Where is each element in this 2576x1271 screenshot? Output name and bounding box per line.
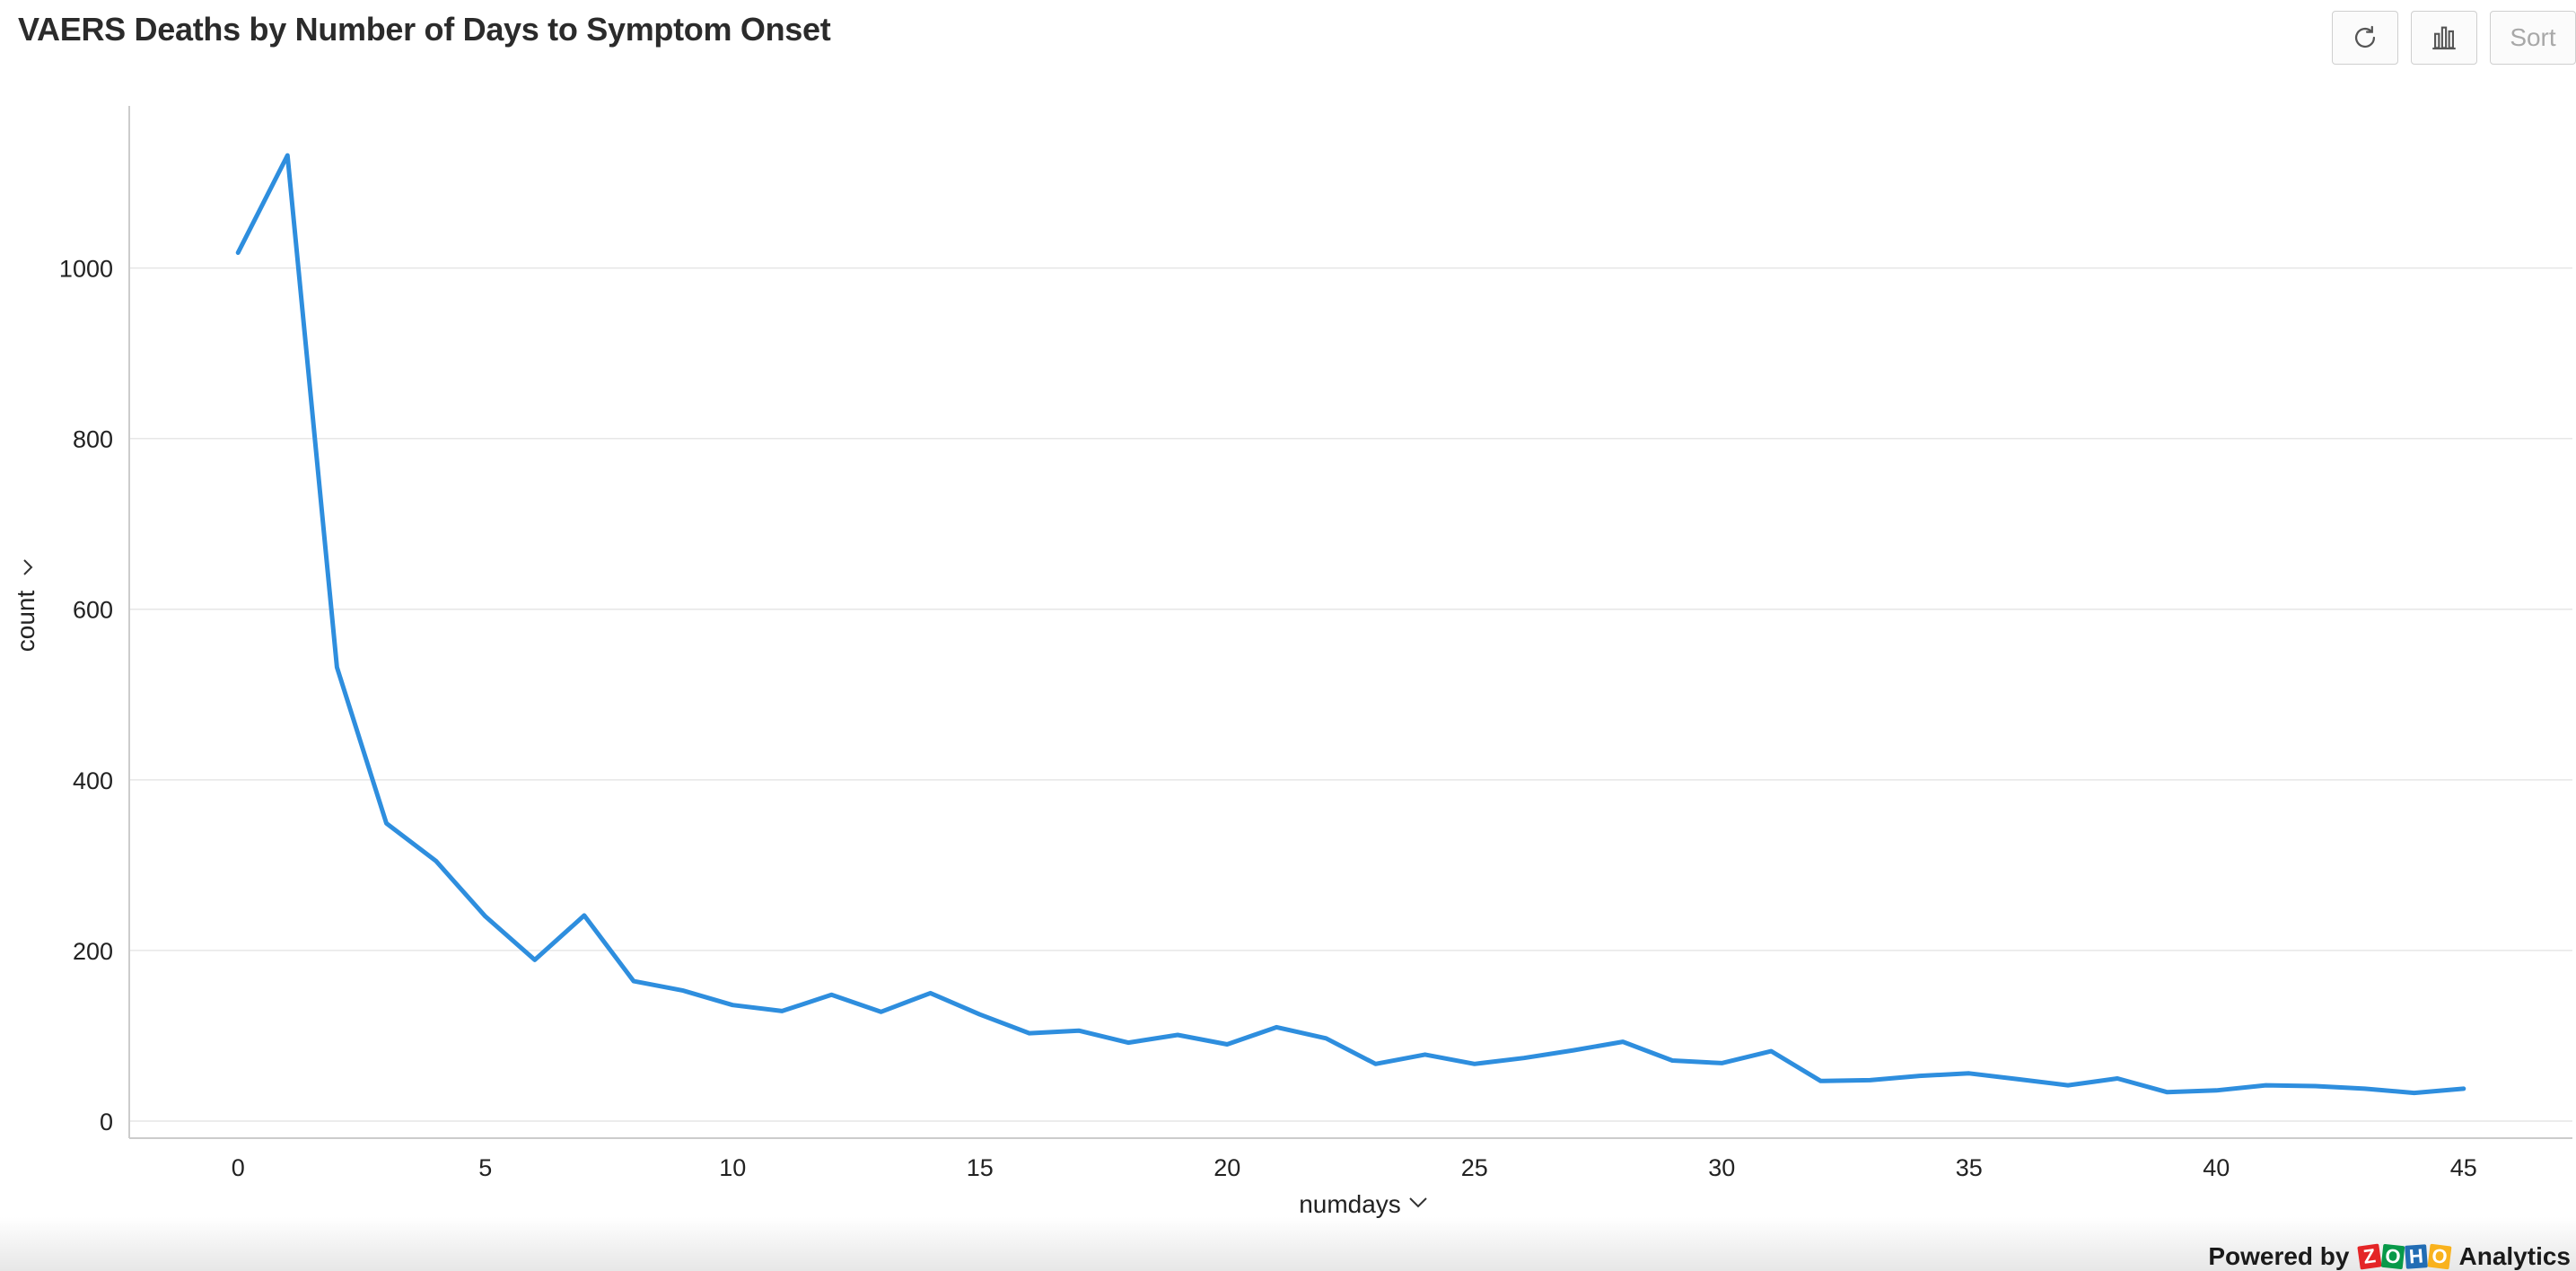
x-tick-label: 15 <box>967 1154 994 1181</box>
data-point[interactable] <box>1667 1056 1678 1066</box>
refresh-button[interactable] <box>2332 11 2398 65</box>
x-tick-label: 35 <box>1956 1154 1983 1181</box>
data-point[interactable] <box>2211 1085 2221 1096</box>
y-tick-label: 800 <box>73 426 113 453</box>
data-point[interactable] <box>1716 1057 1727 1068</box>
data-point[interactable] <box>1568 1045 1579 1056</box>
data-point[interactable] <box>530 954 540 965</box>
y-tick-label: 600 <box>73 597 113 624</box>
data-point[interactable] <box>2409 1088 2420 1099</box>
x-tick-label: 0 <box>232 1154 245 1181</box>
sort-button[interactable]: Sort <box>2490 11 2576 65</box>
data-point[interactable] <box>1469 1058 1480 1069</box>
data-point[interactable] <box>1865 1074 1876 1085</box>
data-point[interactable] <box>1964 1068 1975 1079</box>
data-point[interactable] <box>381 818 392 828</box>
data-point[interactable] <box>678 986 688 996</box>
powered-by-label: Powered by <box>2208 1242 2350 1270</box>
x-axis-label[interactable]: numdays <box>1299 1190 1401 1218</box>
y-tick-label: 0 <box>100 1109 113 1135</box>
data-point[interactable] <box>1024 1028 1035 1039</box>
data-point[interactable] <box>2112 1074 2123 1084</box>
data-point[interactable] <box>628 976 639 986</box>
y-tick-label: 400 <box>73 767 113 794</box>
data-point[interactable] <box>1172 1030 1183 1040</box>
data-point[interactable] <box>975 1009 986 1020</box>
data-point[interactable] <box>727 1000 738 1011</box>
powered-by[interactable]: Powered by Z O H O Analytics <box>2208 1242 2571 1271</box>
data-point[interactable] <box>2458 1083 2469 1094</box>
y-axis-label[interactable]: count <box>12 591 39 653</box>
data-point[interactable] <box>2310 1081 2321 1091</box>
data-point[interactable] <box>1222 1039 1232 1050</box>
data-point[interactable] <box>1766 1046 1776 1056</box>
bar-chart-icon <box>2429 22 2459 53</box>
chevron-down-icon[interactable] <box>1409 1197 1427 1208</box>
data-point[interactable] <box>1816 1075 1827 1086</box>
x-tick-label: 45 <box>2450 1154 2477 1181</box>
x-tick-label: 30 <box>1708 1154 1735 1181</box>
data-point[interactable] <box>1420 1049 1431 1060</box>
data-point[interactable] <box>925 987 936 998</box>
chevron-right-icon[interactable] <box>23 559 33 575</box>
data-point[interactable] <box>232 248 243 259</box>
x-tick-label: 10 <box>719 1154 746 1181</box>
x-tick-label: 20 <box>1214 1154 1240 1181</box>
data-point[interactable] <box>2260 1080 2271 1091</box>
data-point[interactable] <box>1123 1038 1134 1048</box>
zoho-product-name: Analytics <box>2458 1242 2572 1270</box>
x-tick-label: 5 <box>478 1154 492 1181</box>
data-point[interactable] <box>2013 1074 2024 1084</box>
data-point[interactable] <box>1617 1037 1628 1047</box>
data-point[interactable] <box>1519 1053 1529 1064</box>
chart-toolbar: Sort <box>2332 11 2576 65</box>
x-tick-label: 40 <box>2203 1154 2230 1181</box>
data-point[interactable] <box>2360 1083 2370 1094</box>
data-point[interactable] <box>2161 1087 2172 1098</box>
y-tick-label: 1000 <box>59 256 113 283</box>
refresh-icon <box>2350 22 2380 53</box>
series-line[interactable] <box>235 153 2466 1096</box>
x-tick-label: 25 <box>1461 1154 1488 1181</box>
zoho-logo: Z O H O <box>2356 1243 2451 1270</box>
data-point[interactable] <box>2063 1080 2073 1091</box>
y-tick-label: 200 <box>73 938 113 965</box>
data-point[interactable] <box>1320 1033 1331 1044</box>
data-point[interactable] <box>480 911 491 922</box>
data-point[interactable] <box>1271 1021 1282 1032</box>
data-point[interactable] <box>1914 1071 1925 1082</box>
chart-title: VAERS Deaths by Number of Days to Sympto… <box>18 11 831 48</box>
data-point[interactable] <box>331 662 342 672</box>
data-point[interactable] <box>776 1005 787 1016</box>
footer-bar <box>0 1217 2576 1271</box>
data-point[interactable] <box>876 1006 887 1017</box>
data-point[interactable] <box>282 150 293 161</box>
data-point[interactable] <box>579 910 590 921</box>
data-point[interactable] <box>1371 1058 1381 1069</box>
data-point[interactable] <box>826 989 837 1000</box>
data-point[interactable] <box>431 855 442 866</box>
chart-type-button[interactable] <box>2411 11 2477 65</box>
data-point[interactable] <box>1073 1025 1084 1036</box>
